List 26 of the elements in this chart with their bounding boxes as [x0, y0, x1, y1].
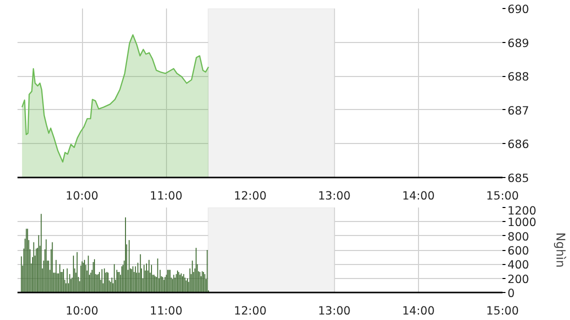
y-tick-label: 600	[508, 244, 530, 258]
y-tick-label: 686	[508, 137, 530, 152]
x-tick-label: 15:00	[486, 304, 519, 318]
y-tick-label: 0	[508, 286, 515, 300]
x-tick-label: 13:00	[318, 304, 351, 318]
y-tick-label: 1200	[508, 204, 536, 218]
y-tick-label: 688	[508, 70, 530, 84]
y-tick-label: 690	[508, 2, 530, 16]
x-tick-label: 10:00	[66, 188, 98, 202]
x-tick-label: 12:00	[234, 304, 267, 318]
x-tick-label: 15:00	[486, 188, 519, 202]
y-tick-label: 687	[508, 103, 530, 118]
y-axis-title: Nghìn	[553, 232, 568, 268]
x-tick-label: 14:00	[402, 304, 435, 318]
x-tick-label: 14:00	[402, 188, 435, 202]
y-tick-label: 200	[508, 272, 530, 286]
y-tick-label: 685	[508, 171, 530, 185]
y-tick-label: 689	[508, 36, 530, 50]
y-tick-label: 1000	[508, 215, 536, 230]
y-tick-label: 800	[508, 229, 530, 244]
x-tick-label: 11:00	[150, 304, 182, 318]
x-tick-label: 12:00	[234, 188, 267, 202]
x-tick-label: 11:00	[150, 188, 182, 202]
x-tick-label: 10:00	[66, 304, 98, 318]
y-tick-label: 400	[508, 258, 530, 272]
x-tick-label: 13:00	[318, 188, 351, 202]
